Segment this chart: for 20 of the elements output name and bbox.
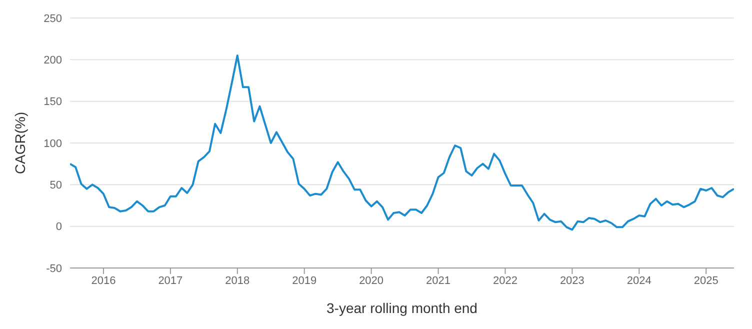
x-tick-label: 2017 — [158, 274, 183, 287]
y-tick-label: 150 — [44, 96, 62, 108]
x-tick-label: 2024 — [626, 274, 652, 287]
y-tick-label: 100 — [44, 138, 62, 150]
y-tick-label: 200 — [44, 54, 62, 67]
x-axis-title: 3-year rolling month end — [326, 300, 478, 316]
x-tick-label: 2021 — [426, 274, 451, 287]
x-tick-label: 2023 — [560, 274, 584, 287]
x-tick-label: 2018 — [225, 274, 250, 287]
x-tick-label: 2020 — [359, 274, 384, 287]
y-tick-label: 250 — [44, 12, 62, 25]
y-tick-label: 0 — [56, 221, 62, 234]
x-tick-label: 2019 — [292, 274, 317, 287]
x-tick-label: 2016 — [91, 274, 116, 287]
line-series — [70, 54, 734, 231]
y-tick-label: 50 — [50, 180, 62, 192]
y-axis-title: CAGR(%) — [12, 112, 28, 174]
y-tick-label: -50 — [46, 262, 62, 275]
x-tick-label: 2025 — [694, 274, 718, 287]
x-tick-label: 2022 — [492, 274, 518, 287]
